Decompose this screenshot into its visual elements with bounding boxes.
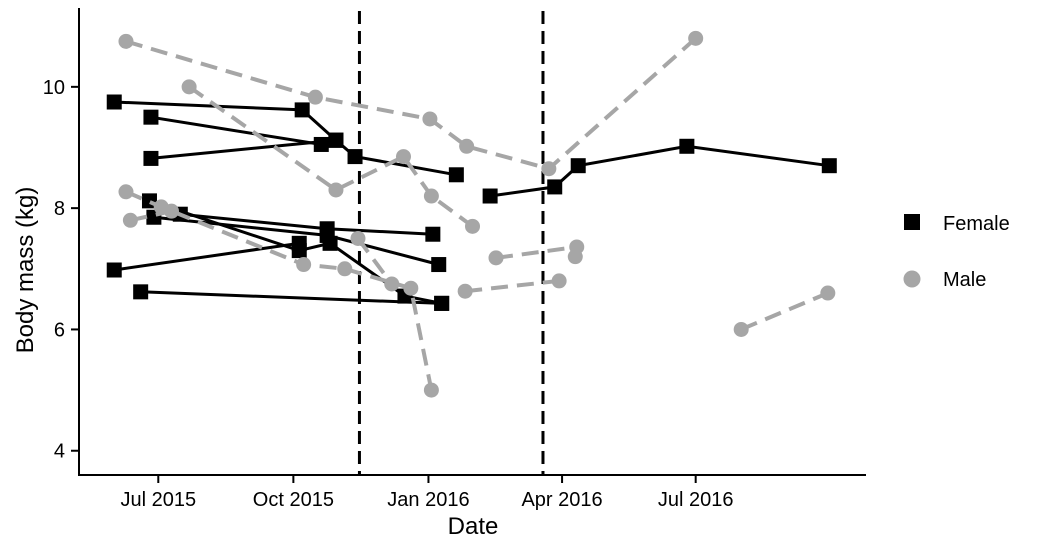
male-data-point (296, 257, 312, 273)
x-axis-title: Date (448, 513, 499, 540)
legend-female-marker (904, 214, 920, 230)
female-data-point (434, 295, 450, 311)
male-series-line (464, 278, 560, 294)
x-tick-label: Jan 2016 (387, 489, 469, 511)
female-data-point (448, 167, 464, 183)
plot-area: 4 6 8 10 Jul 2015 Oct 2015 Jan 2016 Apr 2016 Jul… (43, 8, 866, 511)
female-data-point (679, 138, 695, 154)
x-tick-label: Jul 2016 (658, 489, 734, 511)
female-data-point (347, 149, 363, 165)
female-data-point (143, 109, 159, 125)
male-series-line (125, 189, 434, 391)
male-series-line (187, 85, 474, 228)
male-data-point (820, 285, 836, 301)
female-data-point (821, 158, 837, 174)
female-data-point (431, 257, 447, 273)
male-data-point (395, 149, 411, 165)
female-data-point (570, 158, 586, 174)
y-tick-label: 6 (54, 319, 65, 341)
female-data-point (482, 188, 498, 204)
legend-male-marker (903, 270, 921, 288)
male-data-point (465, 218, 480, 234)
male-data-point (423, 188, 439, 204)
male-data-point (457, 283, 473, 299)
female-data-point (133, 284, 149, 300)
male-data-point (384, 276, 400, 292)
female-data-point (319, 221, 335, 237)
male-series-line (495, 244, 580, 260)
female-series-line (113, 241, 300, 272)
female-data-point (425, 226, 441, 242)
male-data-point (328, 182, 344, 198)
male-data-point (459, 138, 475, 154)
y-axis-title: Body mass (kg) (12, 187, 39, 354)
y-tick-label: 10 (43, 77, 65, 99)
male-series-line (125, 36, 698, 171)
female-series-line (150, 115, 337, 147)
male-data-point (337, 261, 353, 277)
female-series-line (150, 138, 337, 160)
male-data-point (733, 321, 749, 337)
male-data-point (403, 280, 419, 296)
female-data-point (294, 102, 310, 118)
female-data-point (106, 94, 122, 110)
x-tick-label: Apr 2016 (521, 489, 602, 511)
female-data-point (291, 235, 307, 251)
female-data-point (313, 136, 329, 152)
male-data-point (164, 203, 180, 219)
y-tick-label: 8 (54, 198, 65, 220)
legend: Female Male (903, 213, 1010, 291)
axis-ticks: 4 6 8 10 Jul 2015 Oct 2015 Jan 2016 Apr 2016 Jul… (43, 77, 734, 511)
female-data-point (328, 132, 344, 148)
male-data-point (122, 212, 138, 228)
male-data-point (688, 30, 704, 46)
female-data-point (106, 262, 122, 278)
legend-male-label: Male (943, 269, 986, 291)
male-data-point (541, 161, 557, 177)
male-data-point (181, 79, 197, 95)
male-data-point (307, 89, 323, 105)
y-tick-label: 4 (54, 441, 65, 463)
female-series-line (489, 144, 830, 198)
male-series-line (356, 237, 394, 286)
male-data-point (350, 230, 366, 246)
male-data-point (567, 249, 583, 265)
female-series-line (140, 290, 442, 305)
female-data-point (143, 150, 159, 166)
male-data-point (423, 382, 439, 398)
female-data-point (547, 179, 563, 195)
x-tick-label: Jul 2015 (120, 489, 196, 511)
legend-female-label: Female (943, 213, 1010, 235)
male-data-point (422, 111, 438, 127)
male-data-point (488, 250, 504, 266)
female-series-group (106, 94, 837, 311)
male-data-point (118, 184, 134, 200)
x-tick-label: Oct 2015 (253, 489, 334, 511)
male-series-line (740, 291, 829, 332)
male-data-point (551, 273, 567, 289)
male-series-group (118, 30, 836, 398)
reference-lines (357, 11, 545, 475)
male-data-point (118, 33, 134, 49)
